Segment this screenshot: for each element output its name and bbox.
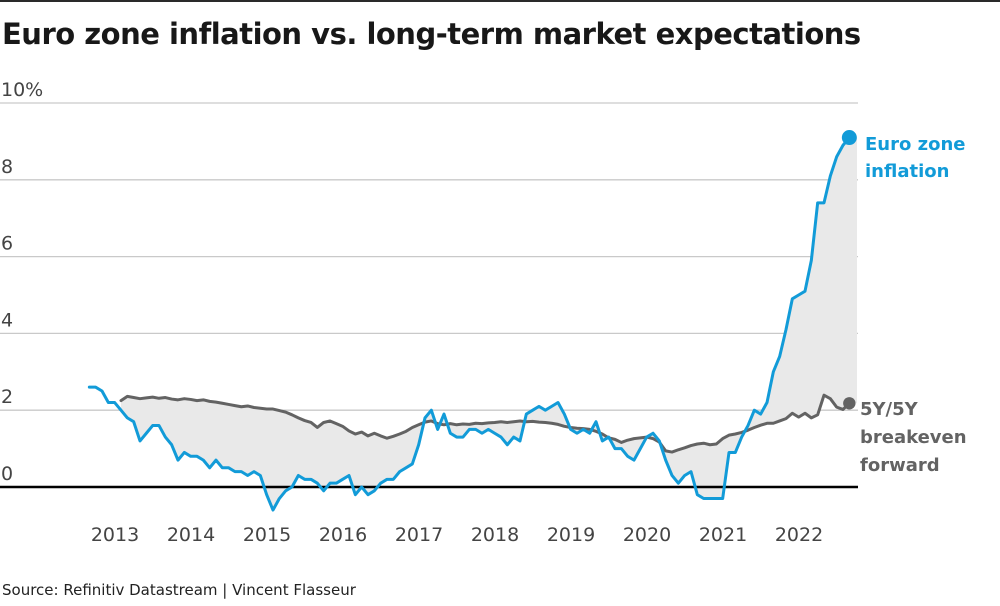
x-tick-label: 2020 (623, 524, 671, 546)
x-tick-label: 2013 (91, 524, 139, 546)
x-tick-label: 2017 (395, 524, 443, 546)
chart-title: Euro zone inflation vs. long-term market… (2, 17, 861, 51)
fill-between-area (121, 137, 857, 511)
series-label-inflation: Euro zone inflation (865, 134, 966, 182)
x-tick-label: 2022 (775, 524, 823, 546)
series-label-breakeven: 5Y/5Y breakeven forward (860, 399, 967, 476)
x-tick-label: 2014 (167, 524, 215, 546)
inflation-end-dot (841, 130, 857, 146)
x-tick-label: 2019 (547, 524, 595, 546)
top-border-rule (0, 0, 1000, 2)
y-tick-label: 8 (1, 156, 13, 178)
x-tick-label: 2016 (319, 524, 367, 546)
y-tick-label: 2 (1, 386, 13, 408)
breakeven-end-dot (843, 397, 856, 410)
inflation-line (87, 136, 851, 512)
source-attribution: Source: Refinitiv Datastream | Vincent F… (2, 581, 356, 599)
y-tick-label: 4 (1, 309, 13, 331)
x-tick-label: 2018 (471, 524, 519, 546)
x-tick-label: 2021 (699, 524, 747, 546)
y-tick-label: 10% (1, 79, 43, 101)
y-tick-label: 0 (1, 463, 13, 485)
y-tick-label: 6 (1, 233, 13, 255)
breakeven-forward-line (119, 393, 851, 454)
x-tick-label: 2015 (243, 524, 291, 546)
